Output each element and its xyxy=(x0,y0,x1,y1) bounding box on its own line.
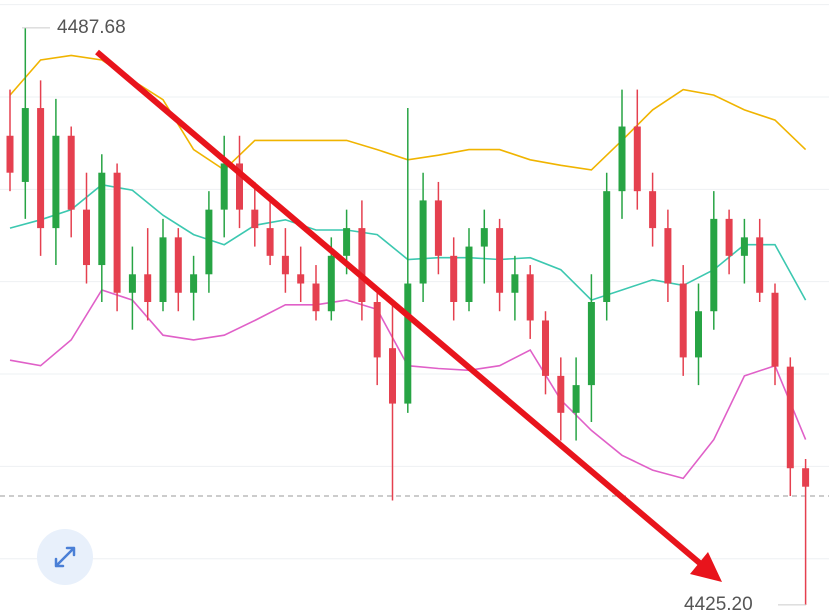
candle-body xyxy=(633,126,641,192)
candle-body xyxy=(557,375,565,413)
candle-body xyxy=(664,228,672,284)
candle-body xyxy=(695,311,702,358)
candle-body xyxy=(710,218,718,312)
candle-body xyxy=(725,218,733,256)
candle-body xyxy=(52,135,60,229)
overlay-layer: 4487.68 4425.20 xyxy=(22,17,806,615)
candle-body xyxy=(37,108,45,229)
candle-body xyxy=(526,274,534,321)
candle-body xyxy=(404,283,412,404)
candle-body xyxy=(98,172,106,266)
candle-body xyxy=(343,228,351,256)
candle-body xyxy=(83,209,90,266)
candle-body xyxy=(281,255,289,275)
candle-body xyxy=(802,468,810,487)
candle-body xyxy=(618,126,626,192)
candle-body xyxy=(113,172,121,293)
candle-body xyxy=(67,135,75,210)
candle-body xyxy=(6,135,14,173)
candle-body xyxy=(358,228,366,302)
candle-body xyxy=(190,274,198,293)
candle-body xyxy=(572,385,580,413)
candle-body xyxy=(174,237,182,293)
candle-body xyxy=(756,237,764,293)
trend-arrow-line xyxy=(95,49,704,568)
max-price-label: 4487.68 xyxy=(57,17,126,38)
background-layer xyxy=(0,4,829,560)
candle-body xyxy=(312,283,320,312)
candle-body xyxy=(786,366,794,469)
candle-body xyxy=(266,228,274,256)
candle-body xyxy=(220,163,228,210)
candle-body xyxy=(144,274,152,302)
trend-arrow-head xyxy=(690,552,722,582)
candle-body xyxy=(389,348,396,404)
candle-body xyxy=(679,283,687,358)
expand-icon xyxy=(54,546,76,568)
candle-body xyxy=(542,320,549,376)
candle-body xyxy=(480,228,488,247)
candle-body xyxy=(465,246,473,302)
candle-body xyxy=(496,228,504,293)
candle-body xyxy=(587,301,595,386)
candle-body xyxy=(771,292,779,367)
candle-body xyxy=(327,255,335,312)
candle-body xyxy=(740,237,748,256)
candle-body xyxy=(511,274,519,293)
candle-body xyxy=(205,209,213,275)
candle-body xyxy=(21,108,29,182)
candle-body xyxy=(649,191,657,229)
candle-body xyxy=(236,163,243,210)
candle-body xyxy=(373,301,381,358)
candle-body xyxy=(159,237,167,302)
min-price-label: 4425.20 xyxy=(684,594,753,615)
candle-body xyxy=(450,255,458,302)
candle-body xyxy=(603,191,611,302)
candle-body xyxy=(251,209,259,229)
candle-body xyxy=(434,200,442,256)
candle-body xyxy=(419,200,427,284)
candle-body xyxy=(128,274,136,293)
candle-body xyxy=(297,274,305,284)
